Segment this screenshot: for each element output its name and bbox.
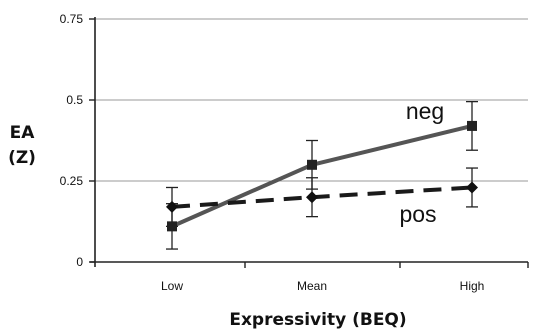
axes — [90, 17, 528, 267]
x-tick-label: Low — [161, 279, 183, 293]
x-tick-label: Mean — [297, 279, 327, 293]
series-layer — [166, 100, 478, 250]
y-tick-label: 0 — [76, 255, 83, 269]
marker-diamond — [166, 200, 178, 213]
x-axis-ticks: Low Mean High — [161, 262, 529, 293]
y-tick-label: 0.75 — [60, 12, 84, 26]
marker-diamond — [466, 181, 478, 194]
marker-square — [467, 120, 477, 131]
series-pos — [166, 167, 478, 228]
marker-square — [307, 159, 317, 170]
series-label-neg: neg — [406, 98, 444, 124]
series-label-pos: pos — [399, 201, 436, 227]
y-tick-label: 0.25 — [60, 174, 84, 188]
y-tick-label: 0.5 — [66, 93, 83, 107]
marker-diamond — [306, 191, 318, 204]
y-axis-ticks: 0 0.25 0.5 0.75 — [60, 12, 95, 269]
x-tick-label: High — [460, 279, 485, 293]
x-axis-title: Expressivity (BEQ) — [229, 310, 406, 329]
y-axis-title-line-1: EA — [10, 123, 36, 143]
series-labels: neg pos — [399, 98, 444, 227]
y-axis-title-line-2: (Z) — [8, 148, 36, 168]
